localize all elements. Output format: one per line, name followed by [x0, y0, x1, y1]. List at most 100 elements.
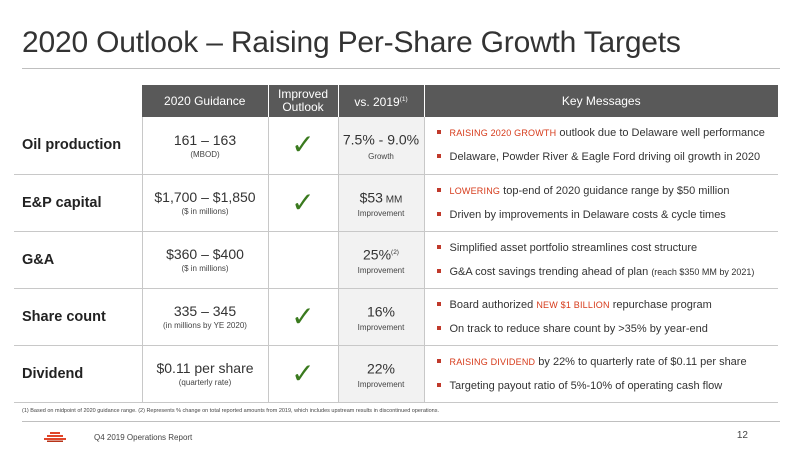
improved-cell: [268, 231, 339, 289]
message-text: G&A cost savings trending ahead of plan: [449, 265, 652, 278]
message-text: Simplified asset portfolio streamlines c…: [449, 241, 698, 254]
key-messages-cell: Board authorized New $1 billion repurcha…: [424, 288, 779, 346]
message-item: Board authorized New $1 billion repurcha…: [436, 298, 779, 312]
vs-value: $53: [359, 189, 383, 206]
row-label: G&A: [14, 231, 142, 289]
message-item: Delaware, Powder River & Eagle Ford driv…: [436, 150, 779, 164]
square-bullet-icon: [436, 211, 441, 216]
footer-divider: [22, 421, 780, 422]
message-highlight: Lowering: [449, 185, 501, 196]
message-content: On track to reduce share count by >35% b…: [450, 322, 708, 336]
vs-unit: MM: [382, 194, 403, 206]
key-messages-cell: Lowering top-end of 2020 guidance range …: [424, 174, 779, 232]
guidance-cell: $360 – $400 ($ in millions): [141, 231, 269, 289]
vs-cell: 16% Improvement: [337, 288, 425, 346]
page-number: 12: [736, 430, 748, 441]
vs-value: 7.5% - 9.0%: [342, 132, 420, 149]
message-item: Driven by improvements in Delaware costs…: [436, 208, 779, 222]
header-messages: Key Messages: [424, 85, 778, 117]
message-highlight: Raising 2020 growth: [449, 128, 557, 139]
key-messages-cell: Simplified asset portfolio streamlines c…: [424, 231, 779, 289]
header-guidance: 2020 Guidance: [142, 85, 269, 117]
check-icon: ✓: [291, 299, 315, 333]
message-text: by 22% to quarterly rate of $0.11 per sh…: [535, 355, 747, 368]
square-bullet-icon: [436, 382, 441, 387]
row-label: Oil production: [14, 117, 142, 175]
vs-value-line: 16%: [339, 301, 424, 323]
message-item: G&A cost savings trending ahead of plan …: [436, 265, 779, 279]
guidance-unit: (quarterly rate): [178, 378, 232, 387]
header-improved: Improved Outlook: [268, 85, 339, 117]
table-row: Share count 335 – 345 (in millions by YE…: [14, 288, 779, 346]
header-vs-label: vs. 2019: [354, 95, 400, 109]
guidance-value: 161 – 163: [173, 131, 237, 148]
message-item: Raising 2020 growth outlook due to Delaw…: [436, 126, 779, 140]
page-title: 2020 Outlook – Raising Per-Share Growth …: [22, 26, 681, 59]
message-content: Raising dividend by 22% to quarterly rat…: [450, 355, 747, 369]
vs-footnote: (2): [391, 248, 399, 256]
message-item: Raising dividend by 22% to quarterly rat…: [436, 355, 779, 369]
header-vs-footnote: (1): [399, 96, 408, 103]
message-content: Delaware, Powder River & Eagle Ford driv…: [450, 150, 761, 164]
improved-cell: ✓: [268, 345, 339, 403]
guidance-cell: 161 – 163 (MBOD): [141, 117, 269, 175]
vs-cell: 7.5% - 9.0% Growth: [337, 117, 425, 175]
message-text: outlook due to Delaware well performance: [556, 127, 765, 140]
message-highlight: Raising dividend: [449, 356, 536, 367]
message-content: Driven by improvements in Delaware costs…: [450, 208, 726, 222]
message-note: (reach $350 MM by 2021): [651, 266, 755, 277]
row-label: E&P capital: [14, 174, 142, 232]
vs-cell: 25%(2) Improvement: [337, 231, 425, 289]
row-label: Share count: [14, 288, 142, 346]
title-divider: [22, 68, 780, 69]
message-item: Lowering top-end of 2020 guidance range …: [436, 184, 779, 198]
square-bullet-icon: [436, 130, 441, 135]
improved-cell: ✓: [268, 174, 339, 232]
square-bullet-icon: [436, 154, 441, 159]
message-content: Targeting payout ratio of 5%-10% of oper…: [450, 379, 723, 393]
header-vs: vs. 2019(1): [338, 85, 425, 117]
table-header-row: 2020 Guidance Improved Outlook vs. 2019(…: [14, 85, 778, 117]
table-row: Dividend $0.11 per share (quarterly rate…: [14, 345, 779, 403]
footnote: (1) Based on midpoint of 2020 guidance r…: [22, 408, 440, 414]
message-text: Driven by improvements in Delaware costs…: [449, 208, 726, 221]
square-bullet-icon: [436, 244, 441, 249]
message-text: Delaware, Powder River & Eagle Ford driv…: [449, 151, 761, 164]
square-bullet-icon: [436, 187, 441, 192]
improved-cell: ✓: [268, 117, 339, 175]
message-highlight: New $1 billion: [536, 299, 610, 310]
guidance-value: $360 – $400: [166, 246, 244, 262]
guidance-unit: ($ in millions): [181, 207, 229, 216]
square-bullet-icon: [436, 358, 441, 363]
row-label: Dividend: [14, 345, 142, 403]
square-bullet-icon: [436, 325, 441, 330]
vs-cell: $53 MM Improvement: [337, 174, 425, 232]
vs-value-line: 22%: [339, 358, 424, 380]
check-icon: ✓: [291, 128, 315, 162]
vs-value: 25%: [363, 246, 392, 263]
guidance-value: $0.11 per share: [156, 360, 254, 376]
improved-cell: ✓: [268, 288, 339, 346]
square-bullet-icon: [436, 268, 441, 273]
message-content: Raising 2020 growth outlook due to Delaw…: [450, 126, 765, 140]
guidance-unit: (in millions by YE 2020): [163, 321, 247, 330]
message-item: Targeting payout ratio of 5%-10% of oper…: [436, 379, 779, 393]
message-text: Board authorized: [449, 298, 537, 311]
message-content: Board authorized New $1 billion repurcha…: [450, 298, 712, 312]
guidance-cell: $1,700 – $1,850 ($ in millions): [141, 174, 269, 232]
guidance-unit: ($ in millions): [181, 264, 229, 273]
message-content: Simplified asset portfolio streamlines c…: [450, 241, 698, 255]
guidance-value: 335 – 345: [173, 303, 237, 319]
vs-cell: 22% Improvement: [337, 345, 425, 403]
guidance-cell: 335 – 345 (in millions by YE 2020): [141, 288, 269, 346]
square-bullet-icon: [436, 301, 441, 306]
message-text: On track to reduce share count by >35% b…: [449, 322, 708, 335]
message-text: top-end of 2020 guidance range by $50 mi…: [500, 184, 730, 197]
message-content: G&A cost savings trending ahead of plan …: [450, 265, 755, 279]
outlook-table: 2020 Guidance Improved Outlook vs. 2019(…: [14, 85, 778, 403]
company-logo-icon: [44, 432, 66, 442]
table-row: G&A $360 – $400 ($ in millions) 25%(2) I…: [14, 231, 779, 289]
header-improved-label: Improved Outlook: [277, 87, 329, 114]
vs-value: 22%: [366, 360, 396, 377]
message-content: Lowering top-end of 2020 guidance range …: [450, 184, 730, 198]
